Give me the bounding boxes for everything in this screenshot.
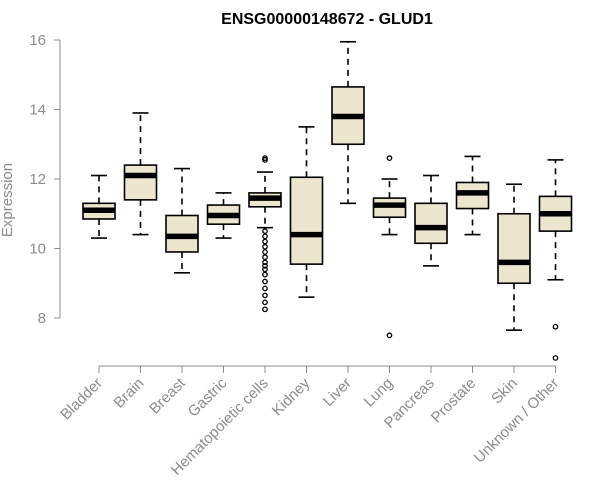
outlier-point <box>262 259 268 266</box>
outlier-point <box>386 332 393 339</box>
x-tick-label: Lung <box>361 375 397 411</box>
box-liver <box>331 40 365 205</box>
outlier-point <box>262 233 268 240</box>
x-tick-label: Bladder <box>57 375 106 424</box>
y-tick-label: 8 <box>38 310 46 327</box>
box-unknown-other <box>538 159 573 361</box>
x-tick-label: Breast <box>146 374 189 417</box>
chart-title: ENSG00000148672 - GLUD1 <box>221 11 433 28</box>
box-kidney <box>289 126 324 298</box>
x-tick-label: Kidney <box>269 374 314 419</box>
outlier-point <box>262 263 268 269</box>
box-breast <box>165 167 199 274</box>
outlier-point <box>552 355 559 361</box>
box-pancreas <box>414 174 448 267</box>
outlier-point <box>386 155 393 161</box>
box-bladder <box>82 174 116 239</box>
x-tick-label: Brain <box>111 375 148 412</box>
outlier-point <box>262 238 268 245</box>
outlier-point <box>262 278 268 285</box>
outlier-point <box>552 323 559 330</box>
outlier-point <box>262 249 268 255</box>
iqr-box <box>414 202 448 245</box>
outlier-point <box>262 306 268 313</box>
outlier-point <box>262 299 268 306</box>
outlier-point <box>262 271 268 278</box>
box-prostate <box>455 155 490 236</box>
box-lung <box>372 155 407 339</box>
x-tick-label: Skin <box>488 375 521 408</box>
outlier-point <box>262 243 268 250</box>
box-gastric <box>206 192 241 239</box>
outlier-point <box>262 157 268 163</box>
outlier-point <box>262 228 268 234</box>
y-tick-label: 12 <box>29 171 46 188</box>
iqr-box <box>497 212 531 285</box>
iqr-box <box>123 164 158 201</box>
x-tick-label: Liver <box>320 375 355 410</box>
y-tick-label: 10 <box>29 241 46 258</box>
iqr-box <box>289 176 324 265</box>
outlier-point <box>262 266 268 273</box>
box-brain <box>123 112 158 236</box>
y-tick-label: 16 <box>29 32 46 49</box>
outlier-point <box>262 292 268 299</box>
box-hematopoietic-cells <box>248 155 282 313</box>
box-skin <box>497 183 531 331</box>
y-axis-label: Expression <box>0 163 16 237</box>
outlier-point <box>262 254 268 261</box>
boxes-group <box>82 40 573 361</box>
y-axis: 8 10 12 14 16 <box>29 32 61 327</box>
y-tick-label: 14 <box>29 102 46 119</box>
outlier-point <box>262 285 268 292</box>
x-tick-label: Prostate <box>428 375 480 427</box>
